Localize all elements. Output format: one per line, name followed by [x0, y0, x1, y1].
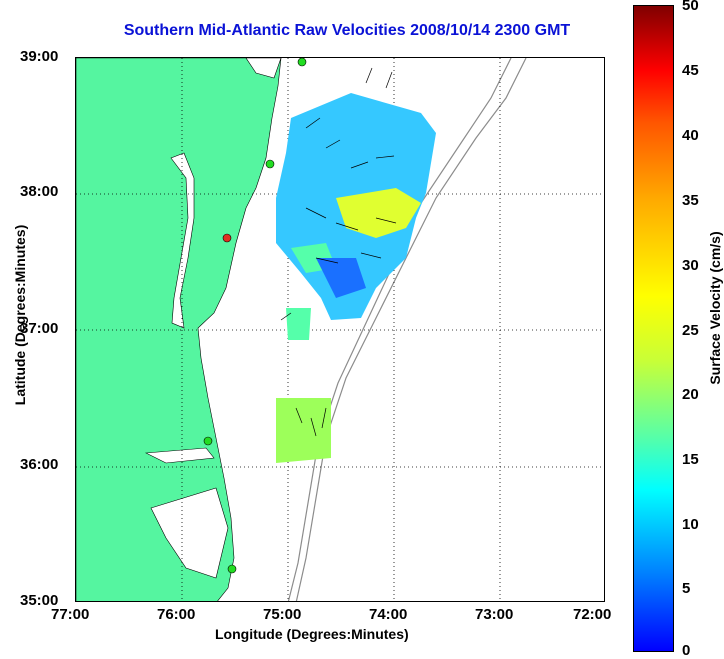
colorbar-tick: 25 — [682, 322, 699, 339]
chesapeake-bay — [170, 152, 195, 329]
velocity-field — [276, 93, 436, 463]
colorbar-tick: 45 — [682, 62, 699, 79]
station-marker — [203, 436, 213, 446]
y-tick-label: 35:00 — [20, 592, 59, 609]
land-mass — [76, 58, 282, 601]
colorbar-label: Surface Velocity (cm/s) — [707, 231, 723, 385]
colorbar-tick: 20 — [682, 386, 699, 403]
colorbar-tick: 35 — [682, 192, 699, 209]
y-axis-label: Latitude (Degrees:Minutes) — [12, 224, 28, 406]
colorbar-tick: 50 — [682, 0, 699, 14]
pamlico-sound — [150, 487, 229, 579]
x-tick-label: 75:00 — [263, 606, 302, 623]
albemarle-sound — [144, 447, 215, 464]
colorbar-tick: 30 — [682, 257, 699, 274]
bathymetry-contour — [295, 58, 527, 601]
y-tick-label: 39:00 — [20, 48, 59, 65]
x-tick-label: 74:00 — [369, 606, 408, 623]
map-canvas — [76, 58, 604, 601]
station-marker — [265, 159, 275, 169]
map-plot-area[interactable] — [75, 57, 605, 602]
colorbar-tick: 10 — [682, 516, 699, 533]
colorbar-tick: 15 — [682, 451, 699, 468]
x-tick-label: 73:00 — [475, 606, 514, 623]
y-tick-label: 37:00 — [20, 320, 59, 337]
x-tick-label: 76:00 — [157, 606, 196, 623]
x-tick-label: 77:00 — [51, 606, 90, 623]
station-marker-alert — [222, 233, 232, 243]
velocity-arrows — [280, 67, 397, 437]
delaware-bay — [245, 58, 282, 79]
colorbar-tick: 40 — [682, 127, 699, 144]
bathymetry-contour — [287, 58, 512, 601]
station-marker — [297, 58, 307, 67]
colorbar-tick: 0 — [682, 642, 691, 659]
colorbar-tick: 5 — [682, 580, 691, 597]
map-title: Southern Mid-Atlantic Raw Velocities 200… — [123, 22, 571, 39]
y-tick-label: 38:00 — [20, 183, 59, 200]
station-marker — [227, 564, 237, 574]
x-axis-label: Longitude (Degrees:Minutes) — [215, 626, 409, 642]
colorbar — [633, 5, 674, 652]
y-tick-label: 36:00 — [20, 456, 59, 473]
x-tick-label: 72:00 — [573, 606, 612, 623]
